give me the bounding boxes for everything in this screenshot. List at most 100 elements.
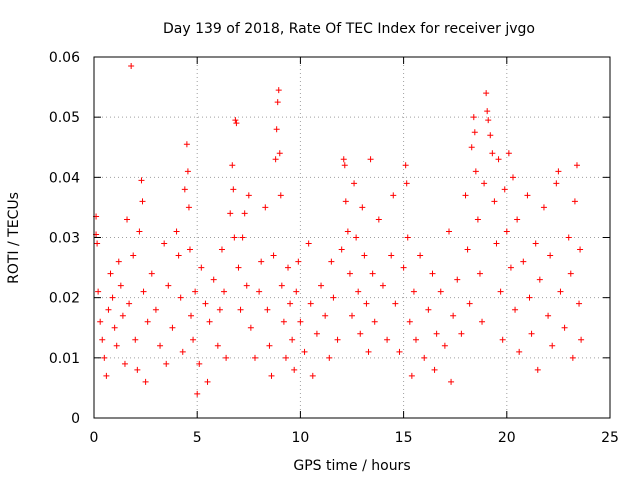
data-point bbox=[204, 378, 211, 385]
data-point bbox=[99, 336, 106, 343]
data-point bbox=[103, 372, 110, 379]
data-point bbox=[138, 177, 145, 184]
data-point bbox=[497, 288, 504, 295]
data-point bbox=[94, 240, 101, 247]
data-point bbox=[270, 252, 277, 259]
data-point bbox=[237, 306, 244, 313]
data-point bbox=[233, 120, 240, 127]
data-point bbox=[305, 240, 312, 247]
data-point bbox=[334, 336, 341, 343]
data-point bbox=[344, 228, 351, 235]
data-point bbox=[512, 306, 519, 313]
data-point bbox=[185, 204, 192, 211]
y-tick-label: 0.03 bbox=[49, 231, 80, 247]
data-points bbox=[93, 63, 585, 397]
data-point bbox=[152, 306, 159, 313]
data-point bbox=[307, 300, 314, 307]
data-point bbox=[266, 342, 273, 349]
data-point bbox=[239, 234, 246, 241]
data-point bbox=[532, 240, 539, 247]
data-point bbox=[464, 246, 471, 253]
data-point bbox=[448, 378, 455, 385]
data-point bbox=[578, 336, 585, 343]
data-point bbox=[282, 354, 289, 361]
data-point bbox=[470, 114, 477, 121]
data-point bbox=[194, 390, 201, 397]
data-point bbox=[520, 258, 527, 265]
data-point bbox=[474, 216, 481, 223]
data-point bbox=[262, 204, 269, 211]
data-point bbox=[516, 348, 523, 355]
data-point bbox=[388, 252, 395, 259]
data-point bbox=[375, 216, 382, 223]
data-point bbox=[569, 354, 576, 361]
data-point bbox=[536, 276, 543, 283]
data-point bbox=[235, 264, 242, 271]
data-point bbox=[545, 312, 552, 319]
data-point bbox=[346, 270, 353, 277]
data-point bbox=[341, 162, 348, 169]
data-point bbox=[309, 372, 316, 379]
data-point bbox=[196, 360, 203, 367]
data-point bbox=[472, 168, 479, 175]
data-point bbox=[109, 294, 116, 301]
data-point bbox=[342, 198, 349, 205]
data-point bbox=[365, 348, 372, 355]
data-point bbox=[425, 306, 432, 313]
data-point bbox=[450, 312, 457, 319]
data-point bbox=[540, 204, 547, 211]
data-point bbox=[487, 132, 494, 139]
data-point bbox=[528, 330, 535, 337]
data-point bbox=[179, 348, 186, 355]
data-point bbox=[526, 294, 533, 301]
data-point bbox=[349, 312, 355, 319]
data-point bbox=[175, 252, 182, 259]
data-point bbox=[481, 180, 488, 187]
data-point bbox=[412, 336, 419, 343]
data-point bbox=[322, 312, 329, 319]
data-point bbox=[471, 129, 478, 136]
data-point bbox=[441, 342, 448, 349]
data-point bbox=[181, 186, 188, 193]
data-point bbox=[140, 288, 147, 295]
data-point bbox=[169, 324, 176, 331]
data-point bbox=[549, 342, 556, 349]
data-point bbox=[142, 378, 149, 385]
axis-ticks: 0 5 10 15 20 25 0 0.01 0.02 0.03 0.04 0.05 0.06 bbox=[49, 50, 619, 446]
chart-title: Day 139 of 2018, Rate Of TEC Index for r… bbox=[163, 21, 535, 37]
y-tick-label: 0.02 bbox=[49, 291, 80, 307]
data-point bbox=[462, 192, 469, 199]
data-point bbox=[468, 144, 475, 151]
data-point bbox=[561, 324, 568, 331]
x-tick-label: 20 bbox=[498, 430, 516, 446]
data-point bbox=[232, 117, 239, 124]
data-point bbox=[384, 336, 391, 343]
x-tick-label: 0 bbox=[90, 430, 99, 446]
grid-layer bbox=[94, 57, 610, 418]
data-point bbox=[247, 324, 254, 331]
data-point bbox=[293, 288, 300, 295]
data-point bbox=[289, 336, 296, 343]
data-point bbox=[571, 198, 578, 205]
data-point bbox=[505, 150, 512, 157]
data-point bbox=[576, 300, 583, 307]
data-point bbox=[272, 156, 279, 163]
data-point bbox=[190, 336, 197, 343]
data-point bbox=[524, 192, 531, 199]
data-point bbox=[97, 318, 104, 325]
data-point bbox=[390, 192, 397, 199]
data-point bbox=[547, 252, 554, 259]
data-point bbox=[216, 306, 223, 313]
data-point bbox=[136, 228, 143, 235]
data-point bbox=[157, 342, 164, 349]
data-point bbox=[184, 168, 191, 175]
data-point bbox=[295, 258, 302, 265]
x-tick-label: 15 bbox=[395, 430, 413, 446]
y-tick-label: 0.05 bbox=[49, 110, 80, 126]
data-point bbox=[514, 216, 521, 223]
data-point bbox=[503, 228, 510, 235]
data-point bbox=[484, 108, 491, 115]
data-point bbox=[95, 288, 102, 295]
x-tick-label: 5 bbox=[193, 430, 202, 446]
